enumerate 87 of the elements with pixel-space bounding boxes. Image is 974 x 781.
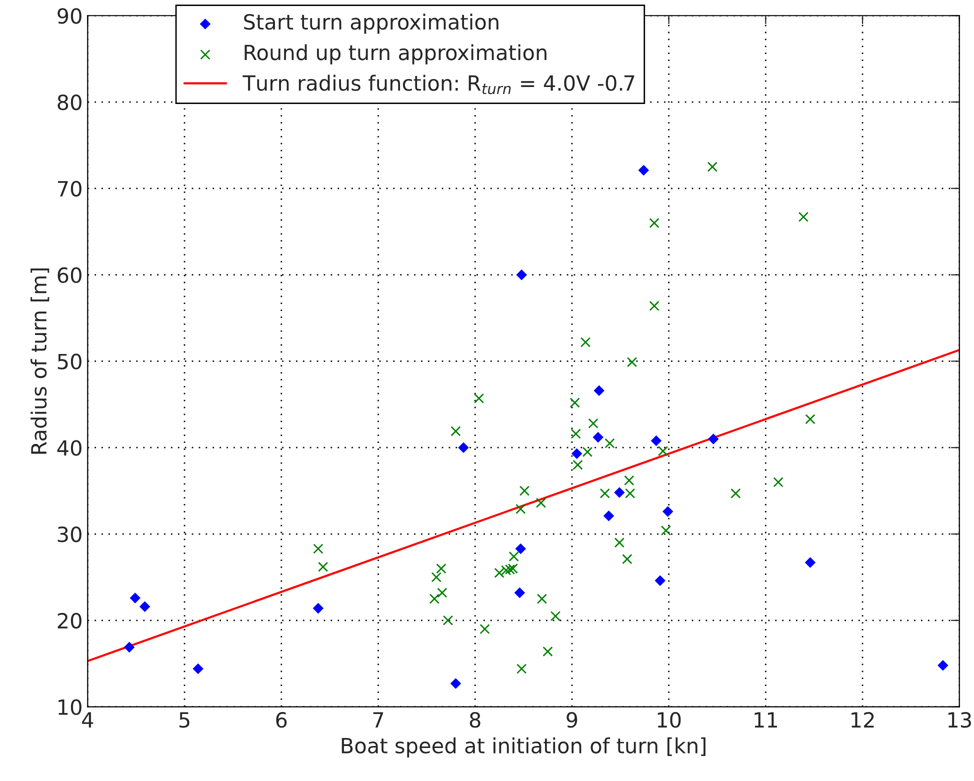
point bbox=[626, 356, 638, 368]
point bbox=[504, 564, 516, 575]
point bbox=[442, 615, 454, 626]
point bbox=[649, 300, 660, 312]
legend-label: Turn radius function: R$_{turn}$ = 4.0V -0.7 bbox=[242, 74, 634, 94]
point bbox=[614, 487, 625, 498]
x-tick-label: 13 bbox=[948, 712, 971, 728]
x-tick-label: 4 bbox=[82, 712, 94, 728]
point bbox=[594, 385, 604, 396]
y-tick-label: 50 bbox=[58, 354, 82, 370]
x-tick-label: 9 bbox=[566, 712, 578, 728]
x-tick-label: 7 bbox=[373, 712, 384, 728]
point bbox=[588, 418, 598, 429]
point bbox=[580, 337, 591, 348]
y-tick-label: 20 bbox=[58, 612, 82, 629]
point bbox=[192, 663, 204, 674]
y-tick-label: 60 bbox=[58, 267, 82, 284]
y-axis-title: Radius of turn [m] bbox=[30, 268, 50, 454]
point bbox=[730, 488, 741, 498]
point bbox=[570, 398, 580, 408]
point bbox=[938, 660, 948, 671]
point bbox=[431, 572, 442, 582]
point bbox=[458, 442, 469, 453]
point bbox=[805, 414, 816, 424]
y-tick-label: 40 bbox=[57, 440, 82, 456]
point bbox=[124, 642, 135, 653]
point bbox=[519, 486, 530, 496]
point bbox=[450, 678, 462, 689]
point bbox=[130, 592, 140, 604]
point bbox=[660, 525, 671, 536]
point bbox=[654, 575, 666, 586]
point bbox=[436, 563, 446, 574]
point bbox=[624, 475, 634, 486]
legend-label: Start turn approximation bbox=[244, 14, 498, 34]
point bbox=[515, 543, 526, 554]
point bbox=[773, 477, 784, 488]
point bbox=[624, 488, 636, 498]
point bbox=[550, 611, 561, 622]
x-tick-label: 8 bbox=[470, 712, 480, 728]
point bbox=[514, 587, 526, 598]
point bbox=[536, 498, 546, 508]
y-tick-label: 10 bbox=[58, 699, 82, 716]
point bbox=[318, 562, 328, 572]
y-tick-label: 80 bbox=[58, 94, 82, 110]
point bbox=[600, 488, 610, 498]
point bbox=[516, 269, 527, 280]
point bbox=[592, 432, 604, 443]
point bbox=[604, 438, 615, 448]
x-tick-label: 11 bbox=[754, 712, 778, 728]
point bbox=[570, 428, 581, 439]
point bbox=[649, 218, 660, 228]
x-tick-label: 6 bbox=[276, 712, 287, 728]
point bbox=[638, 164, 650, 176]
point bbox=[480, 624, 490, 634]
point bbox=[437, 588, 448, 598]
point bbox=[542, 646, 553, 657]
point bbox=[798, 212, 809, 222]
point bbox=[707, 162, 718, 172]
point bbox=[139, 601, 150, 612]
point bbox=[658, 446, 668, 456]
point bbox=[536, 594, 548, 604]
point bbox=[650, 435, 662, 446]
point bbox=[313, 544, 324, 554]
point bbox=[429, 594, 440, 604]
point bbox=[708, 434, 719, 444]
point bbox=[622, 554, 632, 564]
y-tick-label: 70 bbox=[58, 180, 82, 197]
point bbox=[662, 506, 674, 517]
point bbox=[603, 510, 614, 522]
point bbox=[571, 448, 582, 460]
point bbox=[508, 551, 519, 562]
x-tick-label: 10 bbox=[658, 712, 681, 728]
point bbox=[516, 664, 527, 674]
point bbox=[474, 393, 484, 404]
x-tick-label: 12 bbox=[852, 712, 874, 728]
point bbox=[450, 426, 461, 436]
point bbox=[804, 557, 816, 568]
legend-label: Round up turn approximation bbox=[244, 44, 546, 64]
x-axis-title: Boat speed at initiation of turn [kn] bbox=[342, 737, 706, 758]
y-tick-label: 30 bbox=[58, 526, 82, 542]
point bbox=[614, 538, 624, 548]
y-tick-label: 90 bbox=[58, 8, 82, 24]
point bbox=[582, 446, 593, 458]
point bbox=[572, 460, 583, 470]
x-tick-label: 5 bbox=[180, 712, 190, 728]
point bbox=[312, 602, 324, 614]
point bbox=[516, 504, 526, 514]
